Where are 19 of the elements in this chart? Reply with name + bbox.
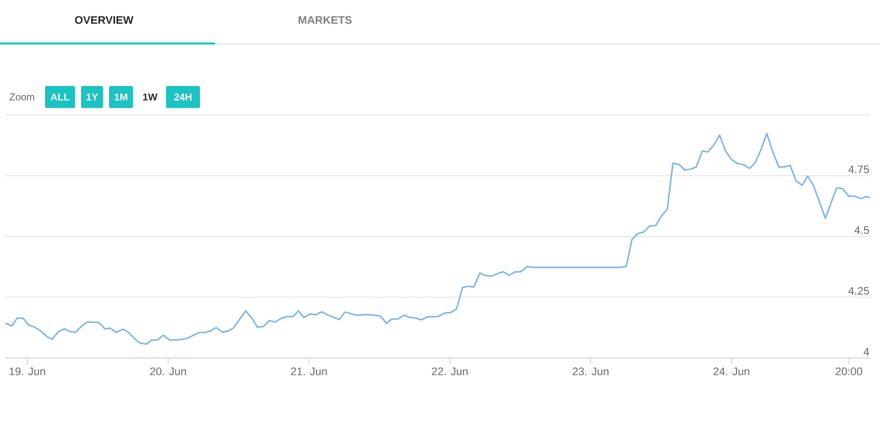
text: ALL	[50, 94, 70, 100]
y-tick-label: 4.75	[848, 166, 870, 174]
x-tick-label: 20. Jun	[150, 368, 186, 376]
x-tick-label: 22. Jun	[432, 368, 468, 376]
text: OVERVIEW	[75, 16, 134, 24]
x-tick-label: 21. Jun	[291, 368, 327, 376]
text: 1W	[143, 94, 158, 100]
x-tick-label: 23. Jun	[572, 368, 608, 376]
x-tick-label: 20:00	[836, 368, 862, 376]
text: MARKETS	[298, 16, 352, 24]
text: Zoom	[10, 94, 34, 100]
y-tick-label: 4	[864, 348, 870, 356]
y-tick-label: 4.25	[848, 286, 870, 295]
text: 1Y	[86, 94, 98, 100]
y-tick-label: 4.5	[854, 226, 870, 234]
x-tick-label: 24. Jun	[714, 368, 750, 376]
x-tick-label: 19. Jun	[10, 368, 46, 376]
text: 1M	[114, 94, 128, 100]
text: 24H	[174, 94, 192, 100]
